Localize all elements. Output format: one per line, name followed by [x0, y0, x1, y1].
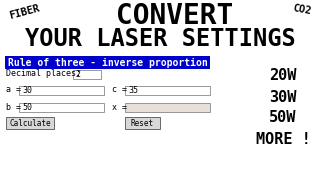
Text: Calculate: Calculate	[9, 118, 51, 127]
Text: YOUR LASER SETTINGS: YOUR LASER SETTINGS	[25, 27, 295, 51]
Text: 2: 2	[75, 70, 80, 79]
Text: MORE !: MORE !	[256, 132, 310, 147]
Bar	[125, 117, 160, 129]
Text: x =: x =	[112, 102, 127, 111]
Bar	[19, 86, 104, 95]
Bar	[5, 56, 210, 69]
Text: CO2: CO2	[292, 3, 312, 16]
Text: a =: a =	[6, 86, 21, 94]
Text: 50: 50	[22, 103, 32, 112]
Text: 30W: 30W	[269, 89, 297, 105]
Text: 35: 35	[128, 86, 138, 95]
Text: Rule of three - inverse proportion: Rule of three - inverse proportion	[8, 57, 208, 68]
Bar	[125, 103, 210, 112]
Bar	[73, 70, 101, 79]
Text: 30: 30	[22, 86, 32, 95]
Text: FIBER: FIBER	[8, 3, 41, 21]
Text: b =: b =	[6, 102, 21, 111]
Text: Decimal places:: Decimal places:	[6, 69, 81, 78]
Text: Reset: Reset	[131, 118, 154, 127]
Text: 50W: 50W	[269, 111, 297, 125]
Text: CONVERT: CONVERT	[116, 2, 234, 30]
Bar	[19, 103, 104, 112]
Bar	[125, 86, 210, 95]
Text: c =: c =	[112, 86, 127, 94]
Bar	[6, 117, 54, 129]
Text: 20W: 20W	[269, 68, 297, 82]
